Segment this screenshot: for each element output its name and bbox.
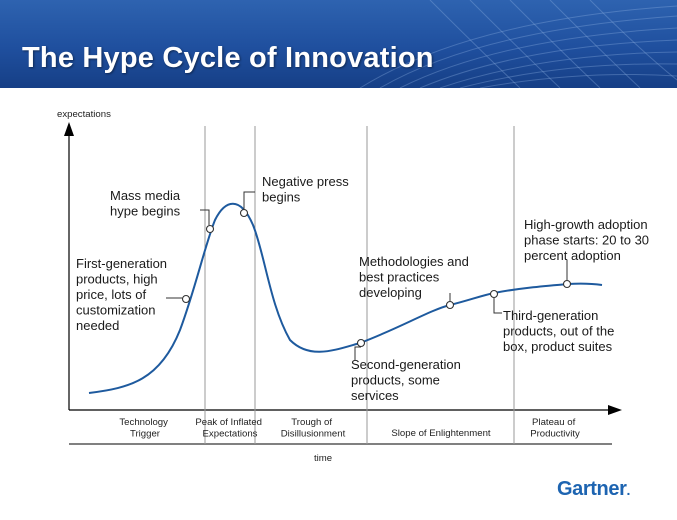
annotation-second-generation: Second-generation products, some service… xyxy=(351,357,464,403)
marker-negative-press xyxy=(239,208,249,218)
marker-methodologies xyxy=(445,300,455,310)
leader-lines xyxy=(166,191,568,360)
marker-first-generation xyxy=(181,294,191,304)
phase-plateau-of-productivity: Plateau of Productivity xyxy=(530,417,580,440)
slide-title: The Hype Cycle of Innovation xyxy=(22,42,434,74)
annotation-third-generation: Third-generation products, out of the bo… xyxy=(503,308,618,354)
annotation-mass-media: Mass media hype begins xyxy=(110,188,184,219)
annotation-high-growth: High-growth adoption phase starts: 20 to… xyxy=(524,217,653,263)
brand-name: Gartner xyxy=(557,478,627,500)
marker-high-growth xyxy=(562,279,572,289)
marker-third-generation xyxy=(489,289,499,299)
y-axis-label: expectations xyxy=(57,109,111,120)
annotation-negative-press: Negative press begins xyxy=(262,174,352,205)
phase-technology-trigger: Technology Trigger xyxy=(119,417,170,440)
phase-peak-of-inflated-expectations: Peak of Inflated Expectations xyxy=(195,417,264,440)
title-banner: The Hype Cycle of Innovation xyxy=(0,0,677,88)
phase-trough-of-disillusionment: Trough of Disillusionment xyxy=(281,417,346,440)
banner-wave-pattern xyxy=(359,0,677,88)
x-axis-label: time xyxy=(314,453,332,464)
annotation-first-generation: First-generation products, high price, l… xyxy=(76,256,171,333)
marker-second-generation xyxy=(356,338,366,348)
phase-dividers xyxy=(204,126,515,444)
gartner-logo: Gartner. xyxy=(557,478,630,501)
y-axis-arrow xyxy=(64,122,74,136)
x-axis-arrow xyxy=(608,405,622,415)
annotation-methodologies: Methodologies and best practices develop… xyxy=(359,254,472,300)
phase-slope-of-enlightenment: Slope of Enlightenment xyxy=(391,428,491,439)
hype-curve xyxy=(88,202,603,394)
marker-mass-media xyxy=(205,224,215,234)
brand-dot: . xyxy=(626,482,630,498)
